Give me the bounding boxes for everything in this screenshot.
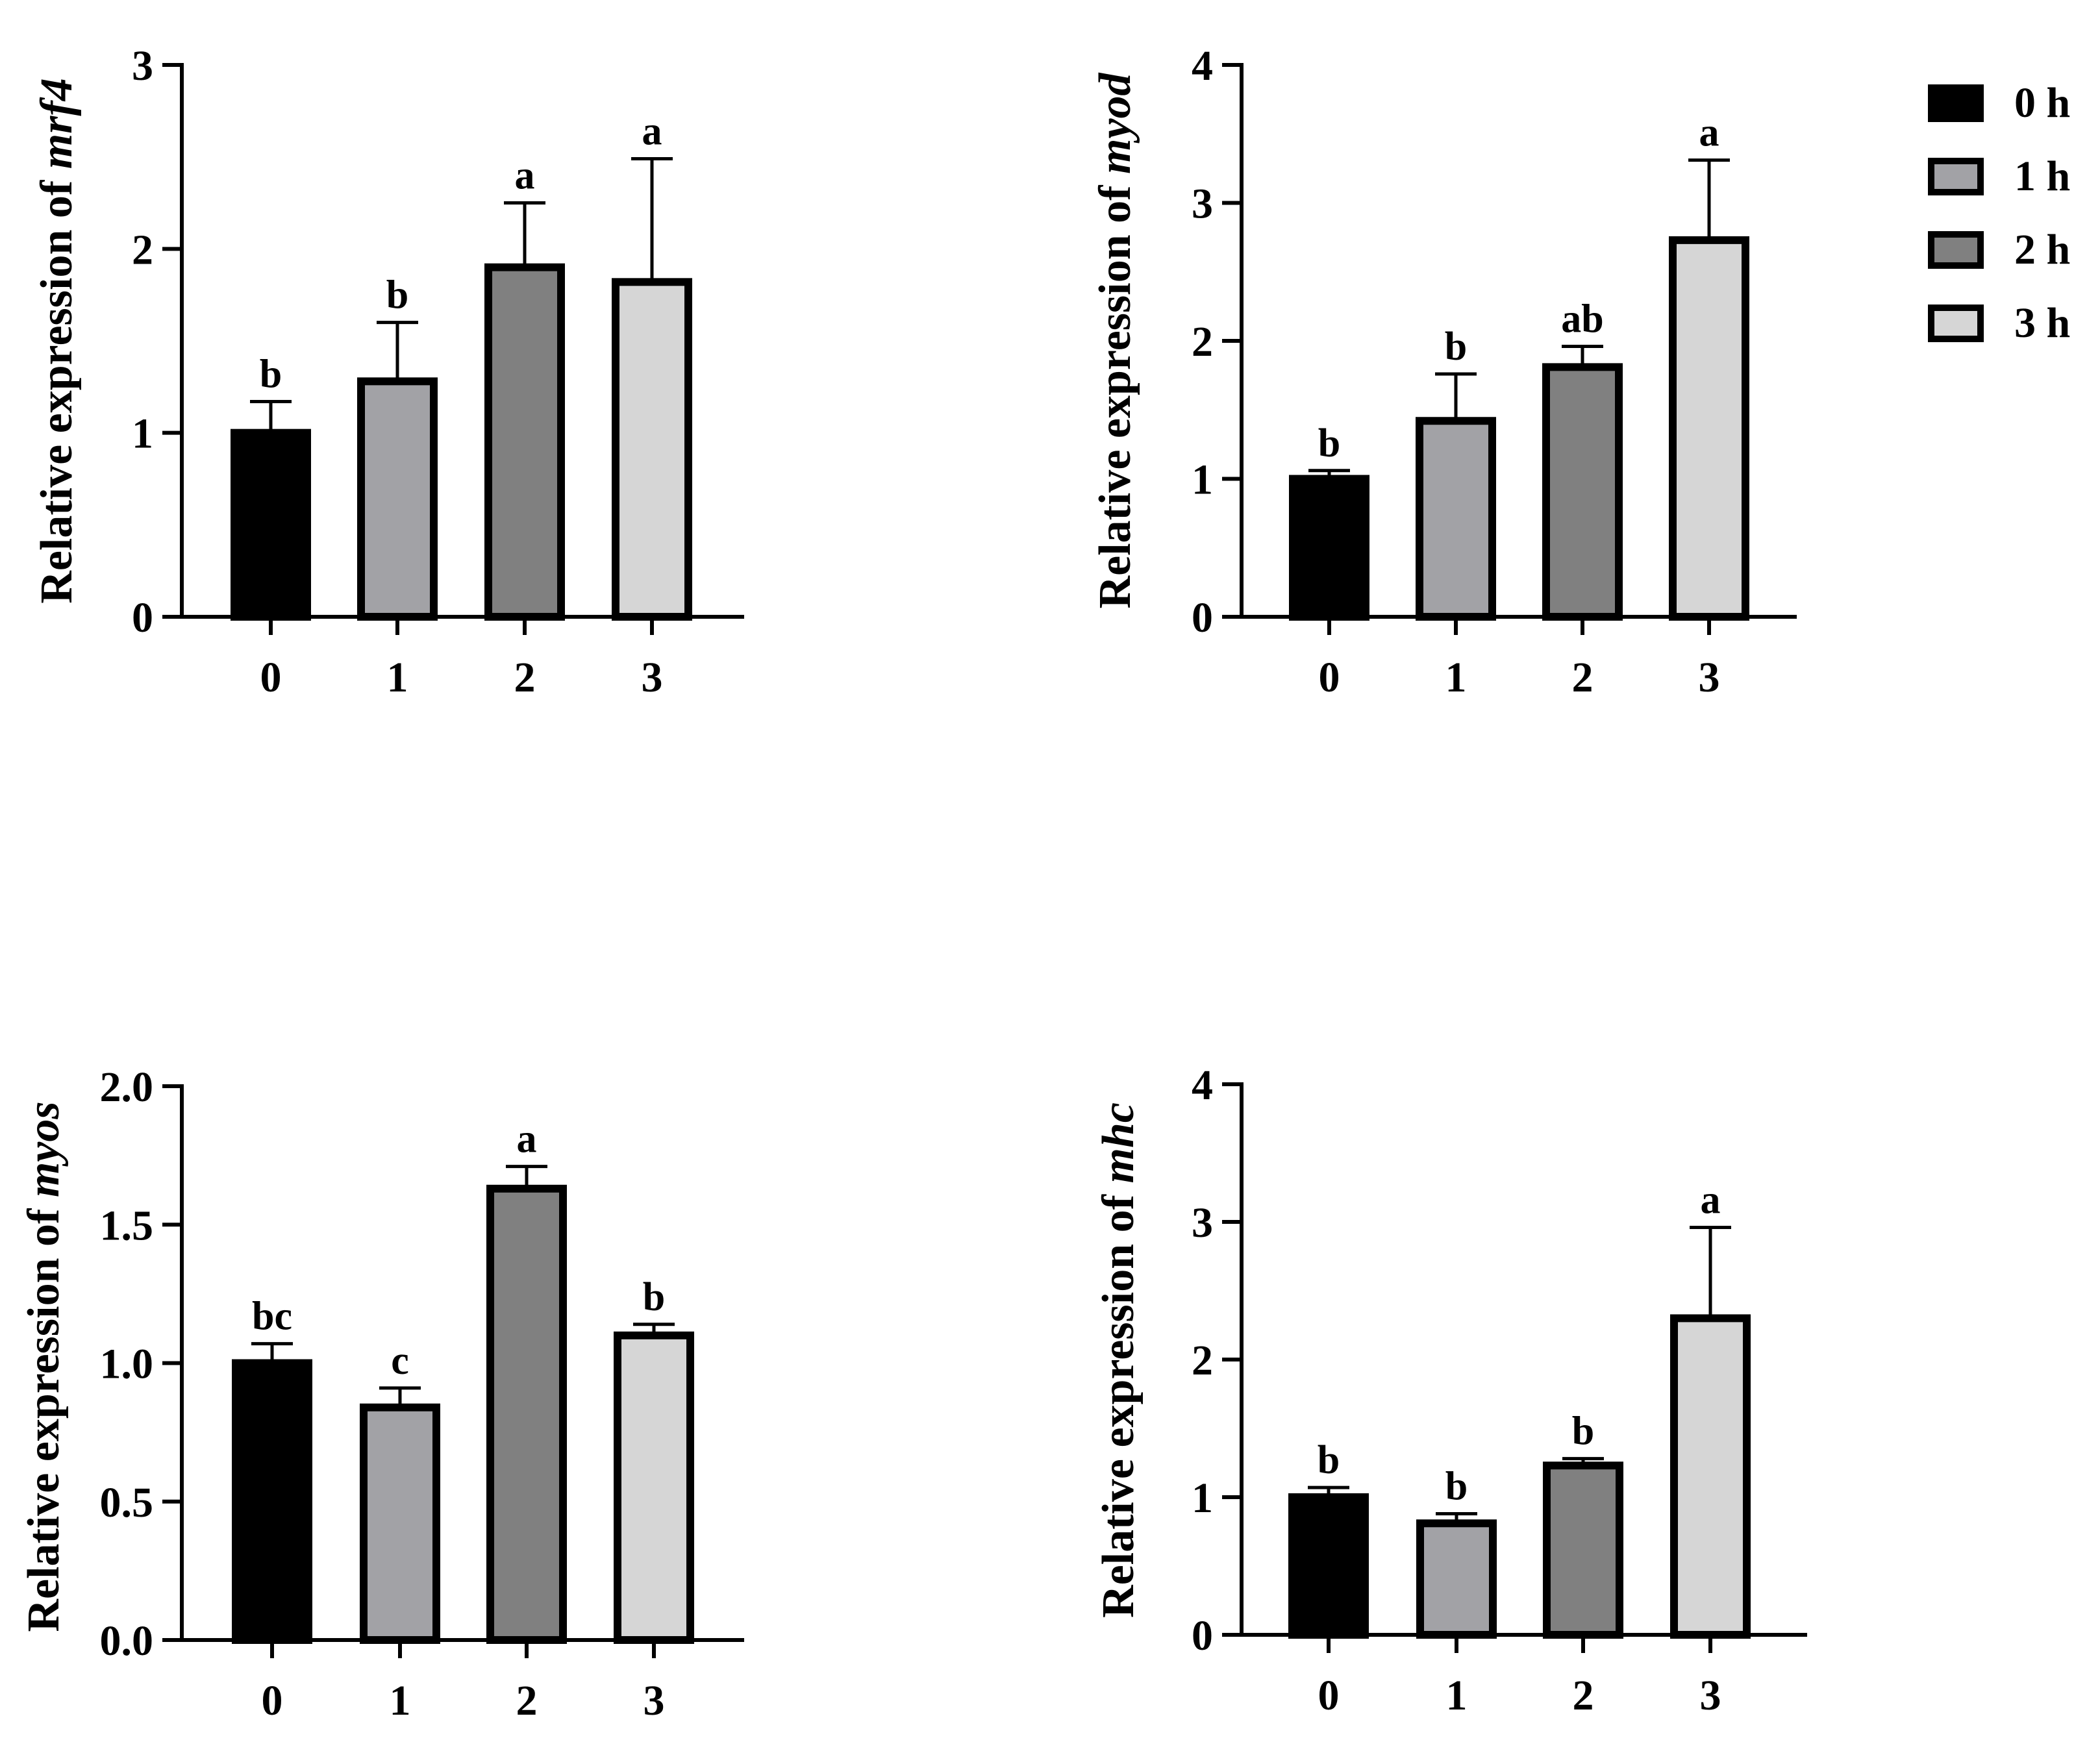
y-axis-label: Relative expression of myod xyxy=(1090,73,1140,609)
y-tick-label: 4 xyxy=(1192,1062,1213,1109)
bar xyxy=(357,377,438,621)
bar xyxy=(614,1331,694,1645)
y-tick-label: 0.0 xyxy=(100,1617,154,1665)
legend-label: 2 h xyxy=(2014,226,2070,273)
y-tick-label: 2 xyxy=(1192,318,1213,366)
significance-label: b xyxy=(1318,1438,1340,1482)
significance-label: b xyxy=(1572,1410,1594,1454)
bar xyxy=(1543,1461,1623,1639)
significance-label: b xyxy=(386,273,408,317)
legend-swatch xyxy=(1928,84,1984,122)
legend-label: 3 h xyxy=(2014,299,2070,347)
y-axis-label-prefix: Relative expression of xyxy=(19,1197,69,1632)
legend-swatch xyxy=(1928,158,1984,195)
bar xyxy=(484,263,565,621)
bar xyxy=(1289,475,1369,621)
y-axis-label-gene: mrf4 xyxy=(32,78,82,169)
y-axis-label: Relative expression of mhc xyxy=(1094,1102,1144,1618)
significance-label: a xyxy=(1701,1178,1721,1222)
x-tick-label: 0 xyxy=(1318,1672,1340,1719)
significance-label: b xyxy=(643,1275,665,1319)
bar xyxy=(232,1359,312,1644)
bar xyxy=(1288,1493,1369,1639)
y-tick-label: 2 xyxy=(1192,1337,1213,1384)
y-tick-label: 1 xyxy=(132,410,153,458)
y-tick-label: 0 xyxy=(1192,594,1213,641)
y-tick-label: 1.0 xyxy=(100,1341,154,1388)
y-tick-label: 4 xyxy=(1192,42,1213,90)
y-tick-label: 0.5 xyxy=(100,1479,154,1526)
x-tick-label: 0 xyxy=(1319,654,1340,701)
significance-label: b xyxy=(1318,421,1340,466)
y-axis-label-prefix: Relative expression of xyxy=(32,169,82,603)
legend-swatch xyxy=(1928,304,1984,342)
x-tick-label: 3 xyxy=(1700,1672,1721,1719)
significance-label: a xyxy=(642,110,662,154)
y-tick-label: 2 xyxy=(132,226,153,273)
x-tick-label: 1 xyxy=(1445,654,1467,701)
bar xyxy=(1670,1314,1751,1639)
x-tick-label: 0 xyxy=(262,1677,283,1724)
bar xyxy=(231,429,311,621)
y-tick-label: 1 xyxy=(1192,456,1213,504)
y-tick-label: 0 xyxy=(132,594,153,641)
x-tick-label: 2 xyxy=(514,654,536,701)
significance-label: c xyxy=(391,1339,409,1383)
y-tick-label: 3 xyxy=(1192,1199,1213,1247)
x-tick-label: 2 xyxy=(1573,1672,1594,1719)
bar xyxy=(1542,363,1623,621)
bar xyxy=(1669,236,1749,621)
significance-label: ab xyxy=(1561,297,1603,342)
y-axis-label-prefix: Relative expression of xyxy=(1094,1184,1144,1618)
x-tick-label: 1 xyxy=(387,654,408,701)
panel-mrf4: b 0 b 1 a 2 a 3 0 1 2 3 Relative expression of mrf4 xyxy=(32,42,744,701)
x-tick-label: 1 xyxy=(390,1677,411,1724)
x-tick-label: 1 xyxy=(1446,1672,1468,1719)
legend: 0 h 1 h 2 h 3 h xyxy=(1928,79,2070,347)
y-tick-label: 1.5 xyxy=(100,1202,154,1249)
x-tick-label: 2 xyxy=(1572,654,1594,701)
y-axis-label-gene: myos xyxy=(19,1101,69,1197)
significance-label: a xyxy=(517,1117,537,1162)
y-axis-label-prefix: Relative expression of xyxy=(1090,174,1140,608)
y-axis-label-gene: myod xyxy=(1090,73,1140,175)
significance-label: bc xyxy=(252,1295,292,1339)
y-tick-label: 3 xyxy=(1192,180,1213,228)
legend-label: 0 h xyxy=(2014,79,2070,127)
significance-label: b xyxy=(1445,325,1467,369)
panel-myos: bc 0 c 1 a 2 b 3 0.0 0.5 1.0 1.5 2.0 Relative express… xyxy=(19,1063,744,1724)
panel-mhc: b 0 b 1 b 2 a 3 0 1 2 3 4 Relative expression of mhc xyxy=(1094,1062,1807,1719)
x-tick-label: 3 xyxy=(1699,654,1720,701)
y-axis-label: Relative expression of myos xyxy=(19,1101,69,1632)
y-tick-label: 3 xyxy=(132,42,153,90)
bar xyxy=(486,1184,567,1645)
significance-label: b xyxy=(1445,1464,1468,1508)
legend-label: 1 h xyxy=(2014,153,2070,200)
bar xyxy=(612,278,692,621)
bar xyxy=(360,1403,440,1644)
y-tick-label: 1 xyxy=(1192,1474,1213,1522)
y-axis-label: Relative expression of mrf4 xyxy=(32,78,82,603)
x-tick-label: 3 xyxy=(642,654,663,701)
legend-swatch xyxy=(1928,231,1984,269)
bar xyxy=(1416,417,1496,621)
y-tick-label: 0 xyxy=(1192,1612,1213,1659)
x-tick-label: 3 xyxy=(644,1677,665,1724)
panel-myod: b 0 b 1 ab 2 a 3 0 1 2 3 4 Relative expression of myo… xyxy=(1090,42,1797,701)
y-axis-label-gene: mhc xyxy=(1094,1102,1144,1183)
y-tick-label: 2.0 xyxy=(100,1063,154,1111)
significance-label: b xyxy=(260,353,282,397)
significance-label: a xyxy=(1699,111,1719,155)
significance-label: a xyxy=(515,154,535,198)
x-tick-label: 0 xyxy=(260,654,282,701)
x-tick-label: 2 xyxy=(516,1677,538,1724)
bar xyxy=(1416,1519,1497,1639)
